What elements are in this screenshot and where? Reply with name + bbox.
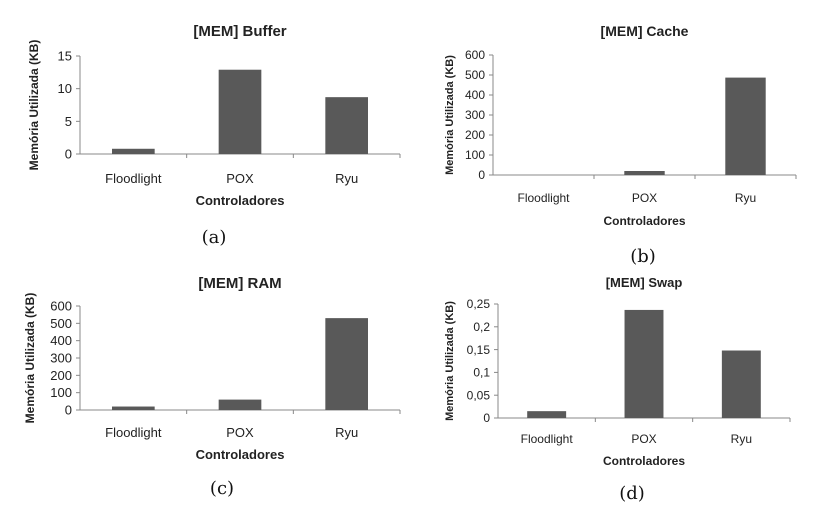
chart-panel-2: [MEM] Cache Memória Utilizada (KB) 0 100 200… [444,23,797,267]
chart-title: [MEM] Swap [606,275,683,290]
x-category-label: Floodlight [521,432,574,446]
bar-floodlight [112,406,155,410]
y-tick-label: 5 [65,114,72,129]
y-tick-label: 100 [50,385,72,400]
x-axis-label: Controladores [603,214,685,228]
y-tick-label: 300 [50,351,72,366]
y-tick-label: 500 [465,68,485,82]
y-tick-label: 200 [50,368,72,383]
y-axis-label: Memória Utilizada (KB) [27,40,41,171]
bar-pox [624,309,664,418]
chart-title: [MEM] Buffer [193,23,286,40]
y-tick-label: 0 [65,147,72,162]
bar-floodlight [112,148,155,154]
chart-title: [MEM] Cache [601,23,689,39]
x-axis-label: Controladores [603,454,685,468]
chart-panel-3: [MEM] RAM Memória Utilizada (KB) 0 100 200 30… [23,275,401,499]
chart-panel-1: [MEM] Buffer Memória Utilizada (KB) 0 5 10 15… [27,23,401,248]
y-tick-label: 10 [58,81,72,96]
x-category-label: Floodlight [105,425,162,440]
y-tick-label: 400 [50,333,72,348]
x-category-label: Ryu [335,425,358,440]
panel-label: (c) [210,478,234,499]
panel-label: (d) [619,483,645,504]
y-tick-label: 300 [465,108,485,122]
y-tick-label: 0,15 [467,343,491,357]
y-axis-label: Memória Utilizada (KB) [23,293,37,424]
bar-pox [218,399,262,410]
y-tick-label: 600 [50,299,72,314]
x-category-label: Floodlight [105,171,162,186]
y-tick-label: 0 [65,403,72,418]
y-tick-label: 15 [58,49,72,64]
x-category-label: POX [632,191,657,205]
x-category-label: POX [631,432,656,446]
y-tick-label: 200 [465,128,485,142]
bar-ryu [725,77,766,175]
y-axis-label: Memória Utilizada (KB) [444,301,456,421]
y-tick-label: 500 [50,316,72,331]
x-category-label: Ryu [731,432,752,446]
chart-title: [MEM] RAM [198,275,281,292]
y-axis-label: Memória Utilizada (KB) [444,55,456,175]
x-axis-label: Controladores [196,193,285,208]
y-tick-label: 0,25 [467,297,491,311]
y-tick-label: 0 [483,411,490,425]
y-tick-label: 0,1 [473,366,490,380]
y-tick-label: 0 [478,168,485,182]
bar-ryu [721,350,761,418]
bar-pox [624,171,665,175]
x-category-label: POX [226,171,254,186]
panel-label: (a) [202,227,227,248]
x-category-label: Ryu [335,171,358,186]
x-category-label: Ryu [735,191,756,205]
chart-panel-4: [MEM] Swap Memória Utilizada (KB) 0 0,05 0,1… [444,275,791,504]
y-tick-label: 600 [465,48,485,62]
bar-ryu [325,97,368,154]
panel-label: (b) [630,246,656,267]
y-tick-label: 0,05 [467,388,491,402]
bar-ryu [325,318,368,410]
y-tick-label: 0,2 [473,320,490,334]
bar-pox [218,69,262,154]
y-tick-label: 100 [465,148,485,162]
bar-floodlight [527,411,567,418]
x-category-label: POX [226,425,254,440]
x-category-label: Floodlight [517,191,570,205]
x-axis-label: Controladores [196,447,285,462]
y-tick-label: 400 [465,88,485,102]
